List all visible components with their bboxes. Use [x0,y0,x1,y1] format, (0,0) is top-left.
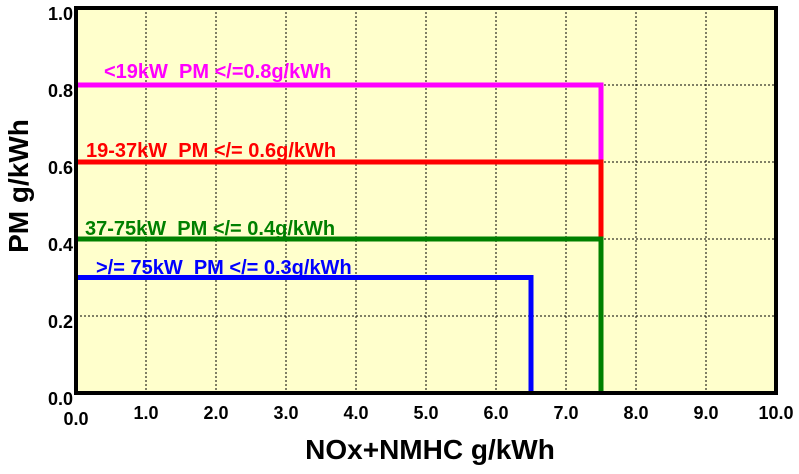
series-label-75kW-and-up: >/= 75kW PM </= 0.3g/kWh [96,257,352,279]
y-tick-label: 0.4 [48,235,73,255]
x-axis-title: NOx+NMHC g/kWh [305,434,555,465]
x-tick-label: 4.0 [343,403,368,423]
x-tick-label: 3.0 [273,403,298,423]
series-label-37-75kW: 37-75kW PM </= 0.4g/kWh [85,218,335,240]
y-tick-label: 0.0 [48,389,73,409]
x-tick-label: 10.0 [758,403,793,423]
x-tick-label: 9.0 [693,403,718,423]
x-tick-label: 6.0 [483,403,508,423]
series-line-37-75kW [76,236,604,393]
y-tick-label: 0.2 [48,312,73,332]
series-label-19-37kW: 19-37kW PM </= 0.6g/kWh [86,140,336,162]
y-tick-label: 0.6 [48,158,73,178]
series-line-75kW-and-up [76,275,534,393]
x-tick-label: 1.0 [133,403,158,423]
x-tick-label: 7.0 [553,403,578,423]
y-tick-label: 1.0 [48,4,73,24]
series-label-under-19kW: <19kW PM </=0.8g/kWh [104,61,331,83]
x-tick-label: 5.0 [413,403,438,423]
y-tick-label: 0.8 [48,81,73,101]
y-axis-title: PM g/kWh [3,119,34,253]
x-tick-label: 0.0 [63,409,88,429]
plot-frame [74,6,778,395]
x-tick-label: 8.0 [623,403,648,423]
x-tick-label: 2.0 [203,403,228,423]
